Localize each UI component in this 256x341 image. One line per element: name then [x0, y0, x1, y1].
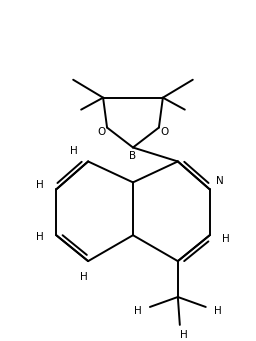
Text: H: H: [70, 147, 78, 157]
Text: H: H: [80, 272, 88, 282]
Text: H: H: [36, 180, 44, 190]
Text: O: O: [161, 127, 169, 136]
Text: B: B: [130, 151, 136, 162]
Text: O: O: [97, 127, 105, 136]
Text: H: H: [214, 306, 222, 316]
Text: H: H: [180, 330, 188, 340]
Text: N: N: [216, 176, 223, 187]
Text: H: H: [222, 234, 230, 244]
Text: H: H: [134, 306, 142, 316]
Text: H: H: [36, 232, 44, 242]
